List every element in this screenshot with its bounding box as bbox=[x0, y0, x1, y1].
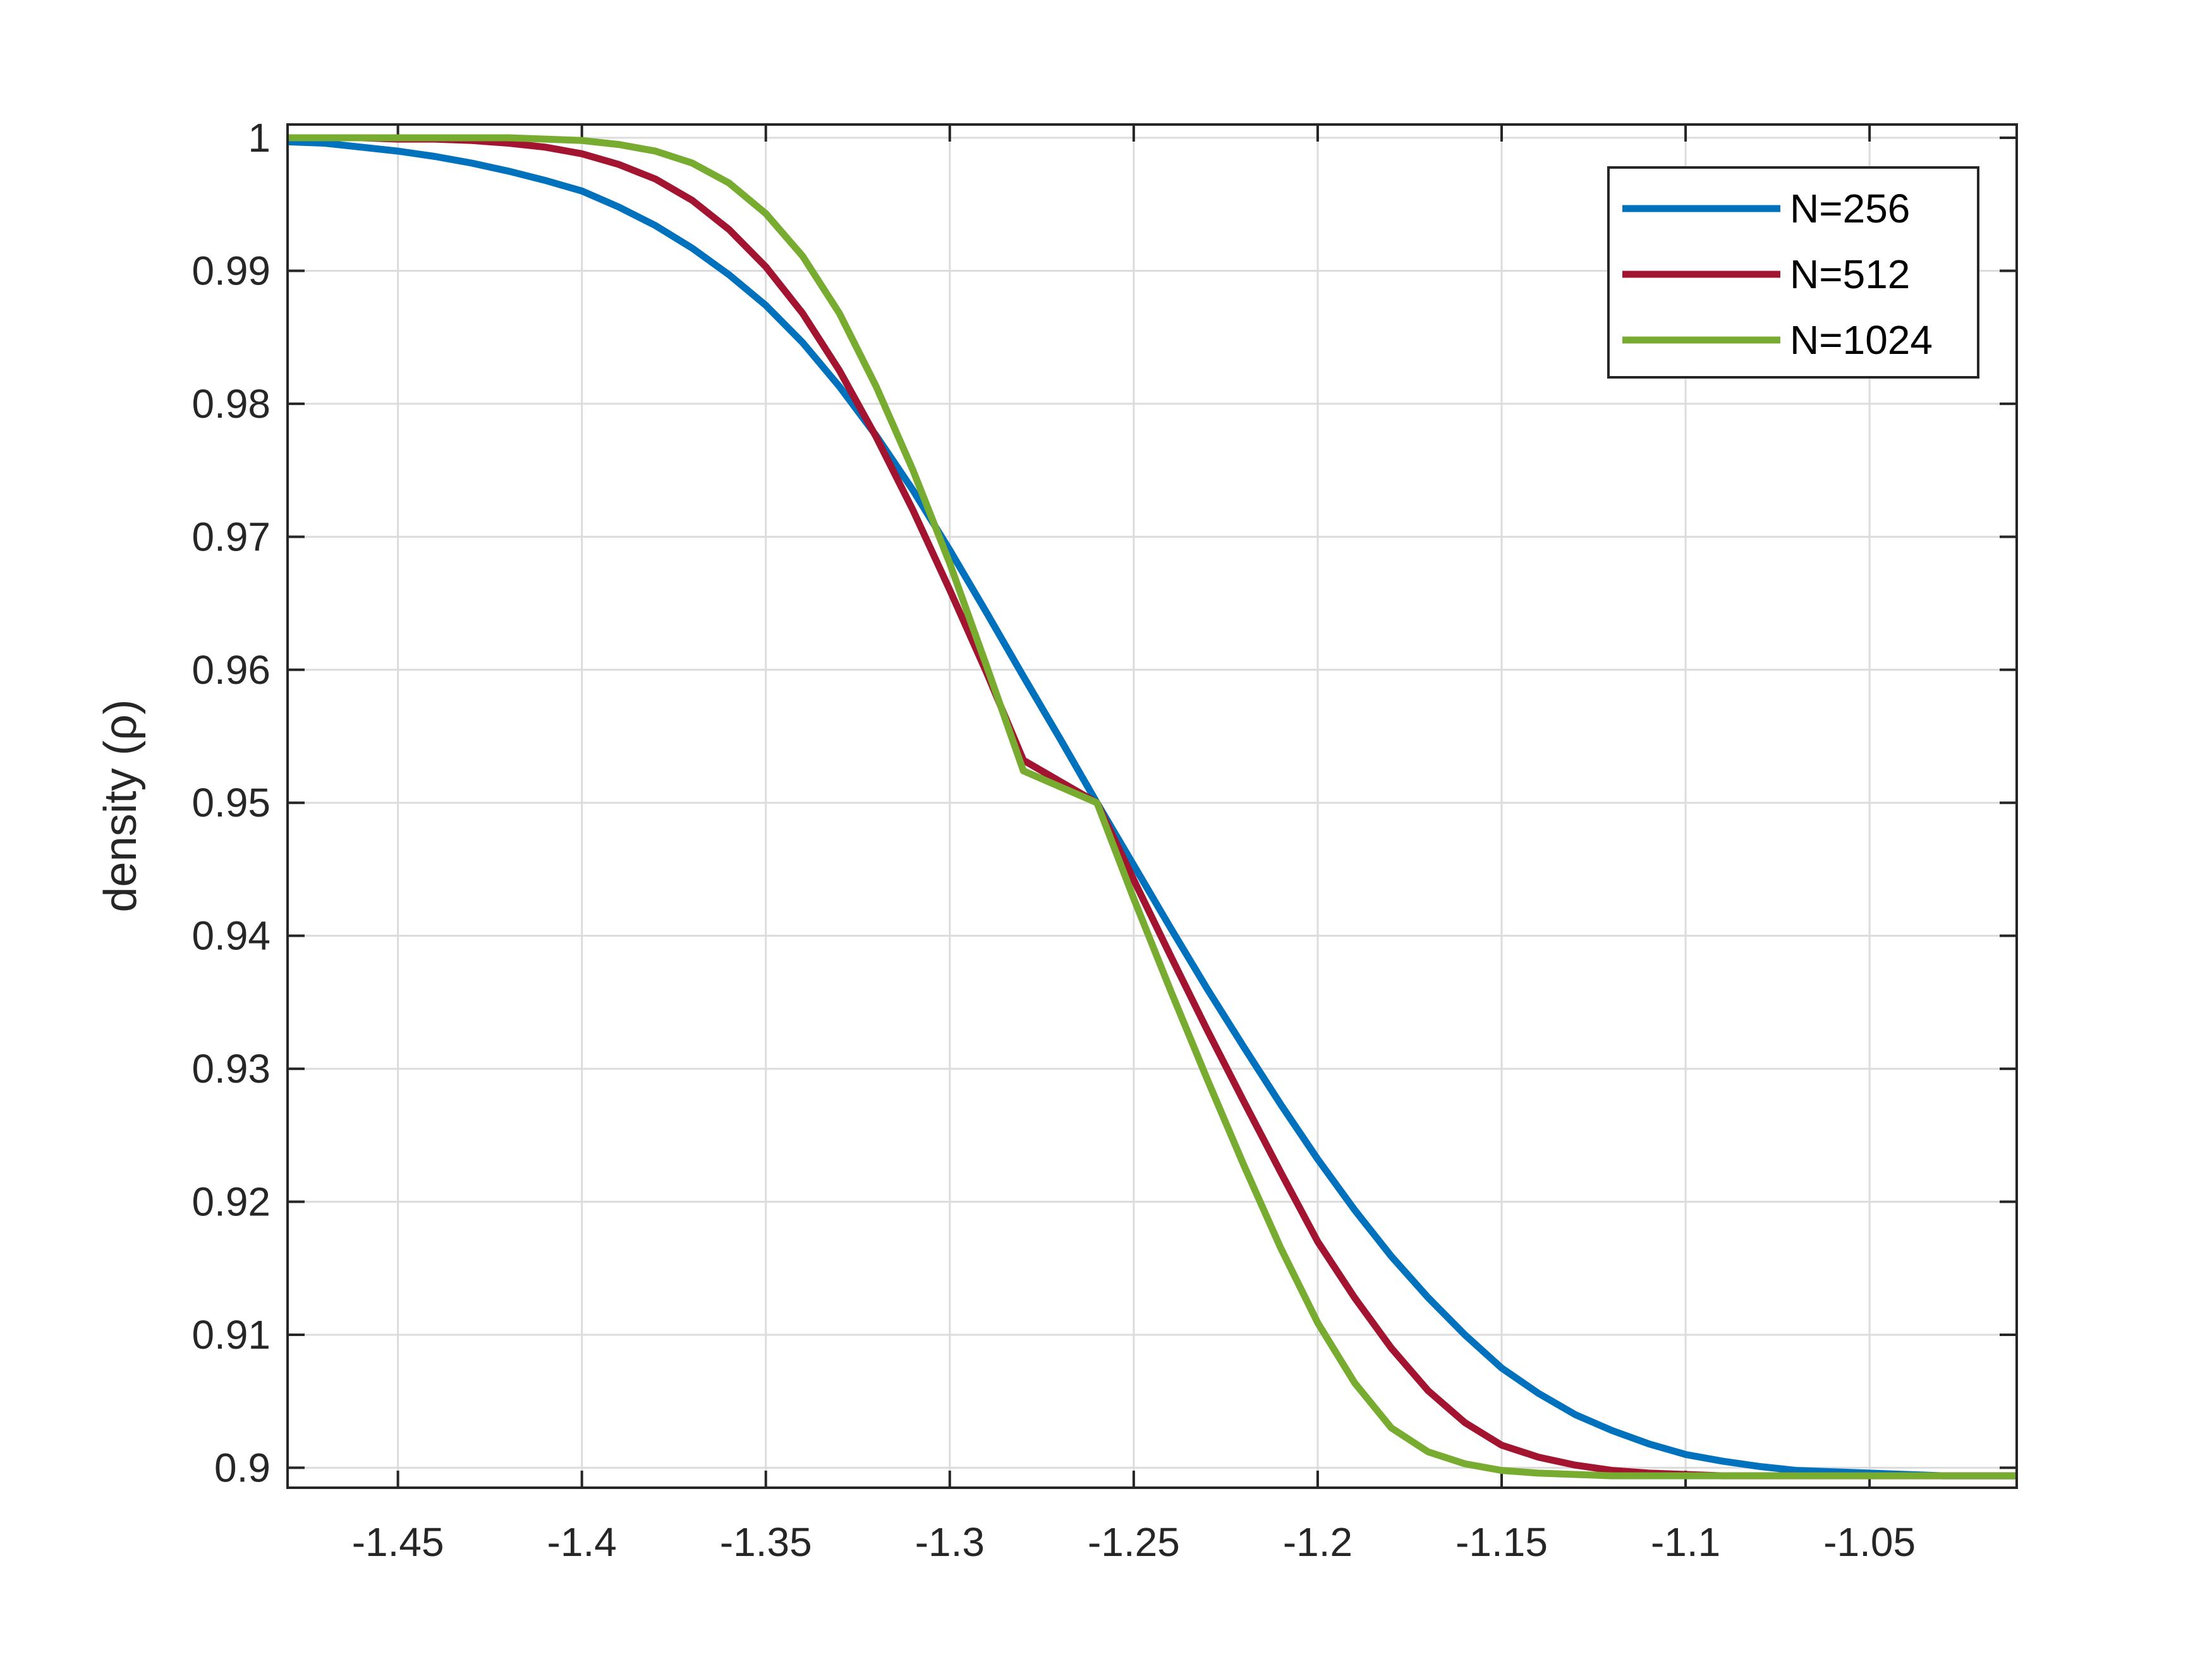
y-tick-label: 0.94 bbox=[191, 913, 270, 959]
y-tick-label: 0.96 bbox=[191, 647, 270, 693]
x-tick-label: -1.4 bbox=[547, 1519, 617, 1565]
x-tick-label: -1.35 bbox=[720, 1519, 812, 1565]
y-tick-label: 0.9 bbox=[214, 1445, 270, 1490]
legend-entry-label: N=512 bbox=[1790, 252, 1910, 297]
y-tick-label: 0.98 bbox=[191, 381, 270, 427]
x-tick-label: -1.15 bbox=[1455, 1519, 1548, 1565]
y-tick-label: 0.91 bbox=[191, 1312, 270, 1358]
y-tick-label: 0.93 bbox=[191, 1046, 270, 1091]
series-line-n-256 bbox=[287, 138, 2017, 1480]
y-tick-label: 1 bbox=[248, 115, 270, 161]
y-tick-label: 0.97 bbox=[191, 514, 270, 559]
legend-entry-label: N=1024 bbox=[1790, 317, 1933, 363]
x-tick-labels: -1.45 -1.4 -1.35 -1.3 -1.25 -1.2 -1.15 -1.1 -1.0… bbox=[352, 1519, 1916, 1565]
series-line-n-1024 bbox=[288, 134, 2017, 1480]
x-tick-label: -1.25 bbox=[1088, 1519, 1180, 1565]
x-tick-label: -1.05 bbox=[1823, 1519, 1916, 1565]
y-tick-label: 0.99 bbox=[191, 248, 270, 293]
series-layer bbox=[287, 134, 2017, 1480]
y-axis-label: density (ρ) bbox=[95, 699, 146, 912]
legend-entry-label: N=256 bbox=[1790, 186, 1910, 231]
x-tick-label: -1.3 bbox=[915, 1519, 985, 1565]
y-tick-labels: 0.9 0.91 0.92 0.93 0.94 0.95 0.96 0.97 0.98 0.99 1 bbox=[191, 115, 270, 1490]
x-tick-label: -1.1 bbox=[1651, 1519, 1720, 1565]
axes-box bbox=[286, 123, 2018, 1489]
x-tick-label: -1.2 bbox=[1283, 1519, 1352, 1565]
y-tick-label: 0.95 bbox=[191, 780, 270, 825]
x-tick-label: -1.45 bbox=[352, 1519, 444, 1565]
legend: N=256 N=512 N=1024 bbox=[1607, 166, 1979, 379]
y-tick-label: 0.92 bbox=[191, 1179, 270, 1225]
grid-lines bbox=[288, 125, 2017, 1488]
